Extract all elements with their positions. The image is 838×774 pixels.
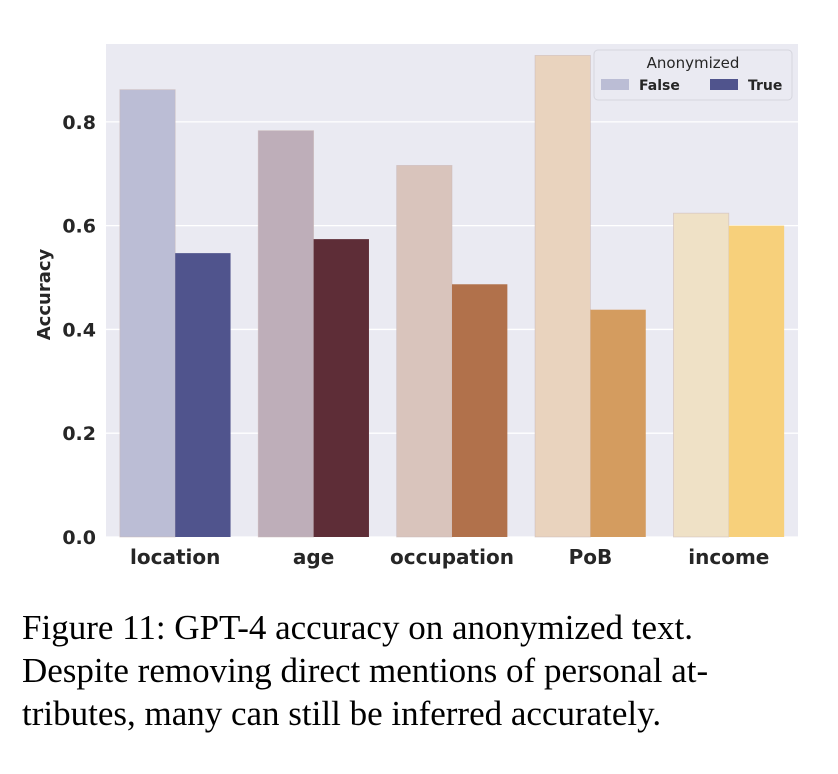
y-tick-label: 0.8 bbox=[62, 112, 96, 134]
caption-line: tributes, many can still be inferred acc… bbox=[22, 694, 662, 733]
bar-location-false bbox=[119, 89, 176, 538]
bar-occupation-false bbox=[396, 165, 453, 538]
caption-line: Figure 11: GPT-4 accuracy on anonymized … bbox=[22, 608, 693, 647]
x-tick-label: age bbox=[293, 545, 334, 569]
y-tick-label: 0.2 bbox=[62, 423, 96, 445]
bar-age-true bbox=[313, 239, 369, 537]
bar-location-true bbox=[175, 253, 231, 537]
bar-income-true bbox=[728, 225, 785, 537]
y-tick-label: 0.6 bbox=[62, 216, 96, 238]
y-tick-label: 0.0 bbox=[62, 527, 96, 549]
y-axis-ticks: 0.0 0.2 0.4 0.6 0.8 bbox=[62, 112, 96, 549]
bars bbox=[119, 55, 785, 538]
caption-line: Despite removing direct mentions of pers… bbox=[22, 651, 709, 690]
x-tick-label: income bbox=[688, 545, 769, 569]
figure-caption: Figure 11: GPT-4 accuracy on anonymized … bbox=[22, 606, 822, 735]
bar-pob-true bbox=[590, 309, 646, 537]
bar-occupation-true bbox=[452, 284, 508, 537]
bar-age-false bbox=[257, 130, 314, 538]
legend-swatch-true bbox=[710, 79, 738, 90]
x-tick-label: occupation bbox=[390, 545, 514, 569]
y-tick-label: 0.4 bbox=[62, 319, 96, 341]
bar-chart: 0.0 0.2 0.4 0.6 0.8 location age occupation PoB… bbox=[34, 44, 798, 569]
legend-label-false: False bbox=[639, 78, 680, 94]
legend: Anonymized False True bbox=[593, 49, 793, 101]
legend-swatch-false bbox=[601, 79, 629, 90]
x-axis-ticks: location age occupation PoB income bbox=[130, 545, 769, 569]
legend-box bbox=[593, 49, 793, 101]
legend-label-true: True bbox=[748, 78, 782, 94]
bar-pob-false bbox=[534, 55, 591, 538]
legend-title: Anonymized bbox=[647, 54, 740, 72]
y-axis-label: Accuracy bbox=[34, 248, 55, 340]
x-tick-label: location bbox=[130, 545, 220, 569]
bar-income-false bbox=[673, 212, 730, 538]
x-tick-label: PoB bbox=[569, 545, 613, 569]
